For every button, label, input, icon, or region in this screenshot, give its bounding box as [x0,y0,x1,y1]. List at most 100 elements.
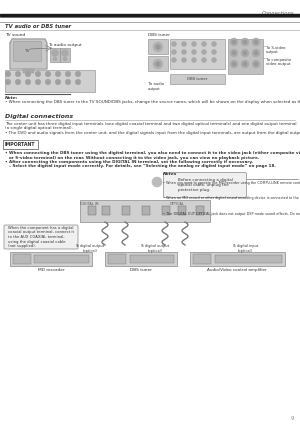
Text: 9: 9 [291,416,294,421]
Text: or S-video terminal) on the rear. Without connecting it to the video jack, you c: or S-video terminal) on the rear. Withou… [9,155,260,159]
Text: To audio
output: To audio output [148,82,164,91]
Text: Digital connections: Digital connections [5,114,73,119]
Circle shape [55,71,61,77]
Bar [190,252,285,266]
Circle shape [182,58,187,63]
Bar [122,206,130,215]
Bar [170,39,225,69]
Text: • When an MD record or other digital sound recording device is connected to the : • When an MD record or other digital sou… [163,196,300,200]
Text: DBS tuner: DBS tuner [148,33,170,37]
Circle shape [172,58,176,63]
Circle shape [45,71,51,77]
Text: TV sound: TV sound [5,33,25,37]
Circle shape [35,79,41,85]
Circle shape [75,71,81,77]
Circle shape [153,59,163,69]
Bar [60,48,70,62]
Text: To digital input
(optical): To digital input (optical) [232,245,258,253]
Text: To digital output
(optical): To digital output (optical) [140,245,169,253]
Circle shape [232,62,236,66]
Text: • After connecting the components using the DIGITAL IN terminal, set the followi: • After connecting the components using … [5,160,253,164]
Circle shape [191,41,196,46]
Text: To audio output: To audio output [48,43,82,47]
Bar [162,206,170,215]
Circle shape [15,79,21,85]
Circle shape [232,51,236,55]
Text: OPTICAL: OPTICAL [170,202,185,206]
Text: Audio/Video control amplifier: Audio/Video control amplifier [207,268,267,272]
Circle shape [25,71,31,77]
Text: DBS tuner: DBS tuner [187,77,207,81]
Text: DBS tuner: DBS tuner [130,268,152,272]
Circle shape [53,57,57,61]
Circle shape [155,44,160,49]
Circle shape [252,60,260,68]
Bar [13,41,41,61]
Text: The center unit has three digital input terminals (one digital coaxial terminal : The center unit has three digital input … [5,122,296,126]
Text: Note:: Note: [5,96,19,100]
Text: IMPORTANT: IMPORTANT [5,142,35,147]
Circle shape [15,71,21,77]
Bar [13,254,31,264]
Circle shape [243,51,247,55]
Text: • When connecting the DBS tuner using the digital terminal, you also need to con: • When connecting the DBS tuner using th… [5,151,300,155]
Circle shape [172,49,176,55]
Bar [178,206,186,215]
Circle shape [153,42,163,52]
Circle shape [241,49,249,57]
FancyBboxPatch shape [164,173,247,198]
Polygon shape [10,39,47,69]
Text: TV: TV [24,49,30,53]
Bar [193,254,211,264]
Bar [130,255,174,263]
Circle shape [75,79,81,85]
Circle shape [52,49,58,57]
Bar [215,255,282,263]
Circle shape [232,40,236,44]
Text: • The DVD and audio signals from the center unit, and the digital signals input : • The DVD and audio signals from the cen… [5,131,300,135]
Circle shape [241,60,249,68]
Circle shape [182,49,187,55]
Text: When the component has a digital
coaxial output terminal, connect it
to the AUX : When the component has a digital coaxial… [8,226,74,248]
Circle shape [252,38,260,46]
Bar [102,206,110,215]
Text: Connections: Connections [261,11,294,16]
Text: To S-video
output: To S-video output [266,46,286,55]
Circle shape [243,40,247,44]
Bar [228,39,263,74]
Bar [148,39,168,54]
Bar [50,48,60,62]
Bar [108,254,126,264]
Text: TV audio or DBS tuner: TV audio or DBS tuner [5,25,71,29]
Circle shape [202,41,206,46]
Circle shape [212,49,217,55]
Circle shape [202,49,206,55]
Circle shape [241,38,249,46]
Bar [196,206,204,215]
Circle shape [230,60,238,68]
Text: To composite
video output: To composite video output [266,58,291,66]
Circle shape [254,51,258,55]
Circle shape [212,41,217,46]
Circle shape [25,79,31,85]
Circle shape [252,49,260,57]
Text: To digital output
(optical): To digital output (optical) [75,245,105,253]
Bar [148,56,168,71]
Bar [34,255,89,263]
Bar [88,206,96,215]
Bar [23,69,34,73]
Bar [0,14,300,16]
Text: • The DIGITAL OUT OPTICAL jack does not output DSP mode sound effects. Do not ch: • The DIGITAL OUT OPTICAL jack does not … [163,212,300,216]
Circle shape [61,49,68,57]
Text: • When you want to operate the MD recorder using the COMPU-LINK remote control s: • When you want to operate the MD record… [163,181,300,185]
Circle shape [172,41,176,46]
Circle shape [65,71,71,77]
Circle shape [45,79,51,85]
Circle shape [65,79,71,85]
Circle shape [230,49,238,57]
Circle shape [191,58,196,63]
Bar [170,74,225,84]
Circle shape [55,79,61,85]
Circle shape [5,71,11,77]
Bar [5,70,95,92]
